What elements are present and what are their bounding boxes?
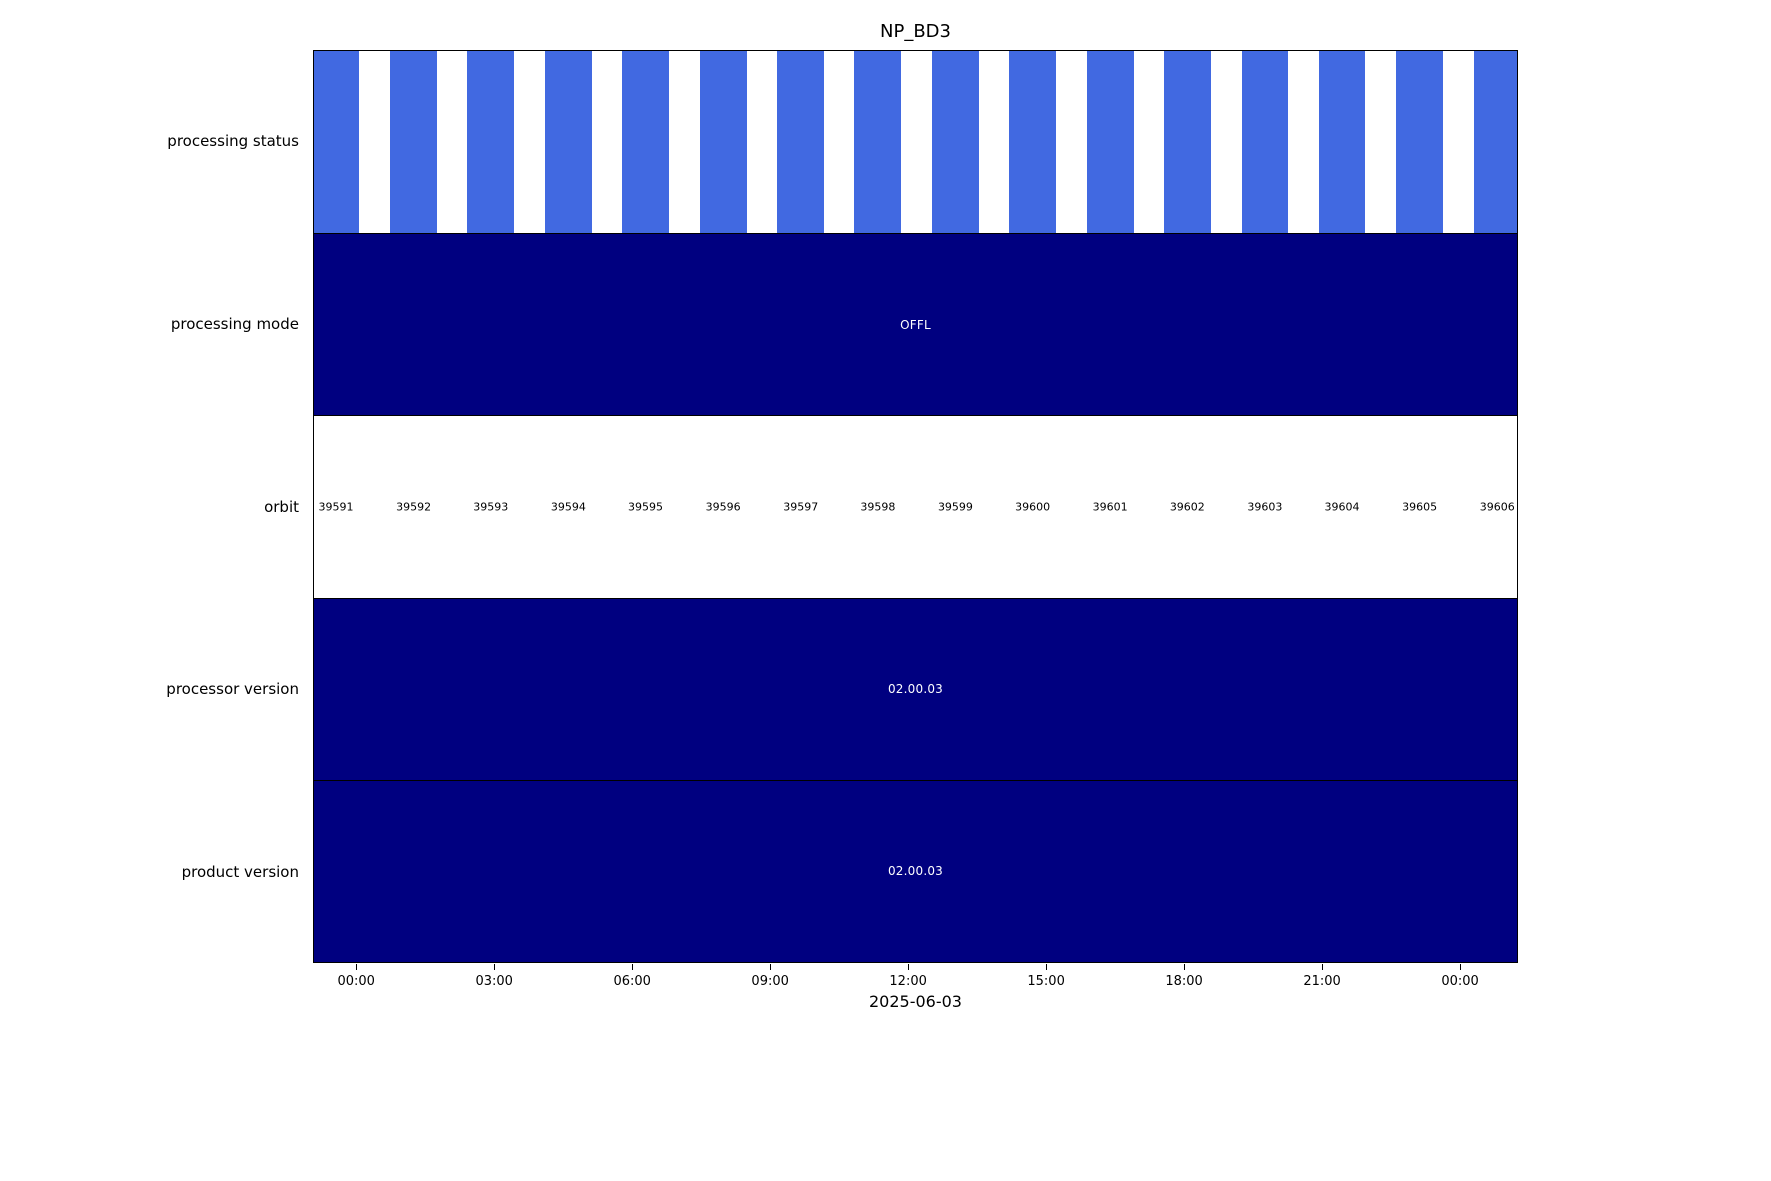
orbit-number-label: 39603	[1247, 500, 1283, 514]
x-tick-label: 00:00	[337, 974, 375, 989]
status-bar-orbit-39596	[699, 51, 747, 234]
status-bar-orbit-39601	[1086, 51, 1134, 234]
orbit-number-label: 39602	[1169, 500, 1205, 514]
orbit-number-label: 39605	[1402, 500, 1438, 514]
y-axis-labels: processing status processing mode orbit pro…	[0, 50, 306, 963]
orbit-number-label: 39592	[396, 500, 432, 514]
y-label-orbit: orbit	[264, 497, 299, 516]
x-tick-label: 15:00	[1027, 974, 1065, 989]
y-label-product-version: product version	[181, 862, 299, 881]
status-bar-orbit-39600	[1009, 51, 1056, 234]
x-tick-mark	[1046, 964, 1048, 970]
orbit-number-label: 39598	[860, 500, 896, 514]
x-tick-label: 21:00	[1303, 974, 1341, 989]
y-label-processor-version: processor version	[166, 680, 299, 699]
orbit-number-label: 39591	[318, 500, 354, 514]
orbit-number-label: 39595	[628, 500, 663, 514]
orbit-number-label: 39597	[783, 500, 819, 514]
orbit-number-label: 39594	[550, 500, 586, 514]
status-bar-orbit-39599	[932, 51, 979, 234]
status-bar-orbit-39594	[544, 51, 592, 234]
status-bar-orbit-39604	[1318, 51, 1366, 234]
orbit-number-label: 39593	[473, 500, 509, 514]
x-tick-mark	[1322, 964, 1324, 970]
y-label-processing-mode: processing mode	[170, 314, 299, 333]
x-tick-mark	[1460, 964, 1462, 970]
x-tick-mark	[770, 964, 772, 970]
row-processor-version: 02.00.03	[314, 597, 1517, 780]
status-bar-orbit-39605	[1396, 51, 1444, 234]
orbit-number-label: 39601	[1092, 500, 1128, 514]
x-tick-label: 00:00	[1441, 974, 1479, 989]
status-bar-orbit-39603	[1241, 51, 1289, 234]
y-label-processing-status: processing status	[167, 132, 299, 151]
row-orbit: 39591 39592 39593 39594 39595 39596 39597 39598…	[314, 415, 1517, 597]
x-tick-mark	[632, 964, 634, 970]
status-bar-orbit-39593	[467, 51, 515, 234]
orbit-number-label: 39599	[937, 500, 973, 514]
chart-title: NP_BD3	[880, 21, 951, 42]
x-tick-label: 12:00	[889, 974, 927, 989]
orbit-number-label: 39604	[1324, 500, 1360, 514]
plot-area: OFFL 39591 39592 39593 39594 39595 39596 39597 3…	[313, 50, 1518, 963]
processing-mode-value: OFFL	[900, 317, 931, 332]
x-tick-label: 06:00	[613, 974, 651, 989]
orbit-number-label: 39606	[1479, 500, 1515, 514]
orbit-number-label: 39600	[1015, 500, 1051, 514]
x-tick-label: 03:00	[475, 974, 513, 989]
status-bar-orbit-39591	[314, 51, 360, 234]
x-axis-date-label: 2025-06-03	[869, 992, 962, 1011]
x-tick-mark	[908, 964, 910, 970]
processor-version-value: 02.00.03	[887, 682, 944, 697]
status-bar-orbit-39597	[777, 51, 825, 234]
x-tick-label: 09:00	[751, 974, 789, 989]
x-axis: 00:00 03:00 06:00 09:00 12:00 15:00 18:00 21:00…	[313, 964, 1518, 1008]
x-tick-label: 18:00	[1165, 974, 1203, 989]
row-processing-status	[314, 51, 1517, 234]
status-bar-orbit-39598	[854, 51, 902, 234]
x-tick-mark	[494, 964, 496, 970]
x-tick-mark	[356, 964, 358, 970]
status-bar-orbit-39595	[622, 51, 669, 234]
product-version-value: 02.00.03	[887, 864, 944, 879]
row-processing-mode: OFFL	[314, 233, 1517, 416]
orbit-number-label: 39596	[705, 500, 741, 514]
status-bar-orbit-39606	[1473, 51, 1517, 234]
row-product-version: 02.00.03	[314, 779, 1517, 962]
status-bar-orbit-39592	[390, 51, 438, 234]
status-bar-orbit-39602	[1163, 51, 1211, 234]
x-tick-mark	[1184, 964, 1186, 970]
